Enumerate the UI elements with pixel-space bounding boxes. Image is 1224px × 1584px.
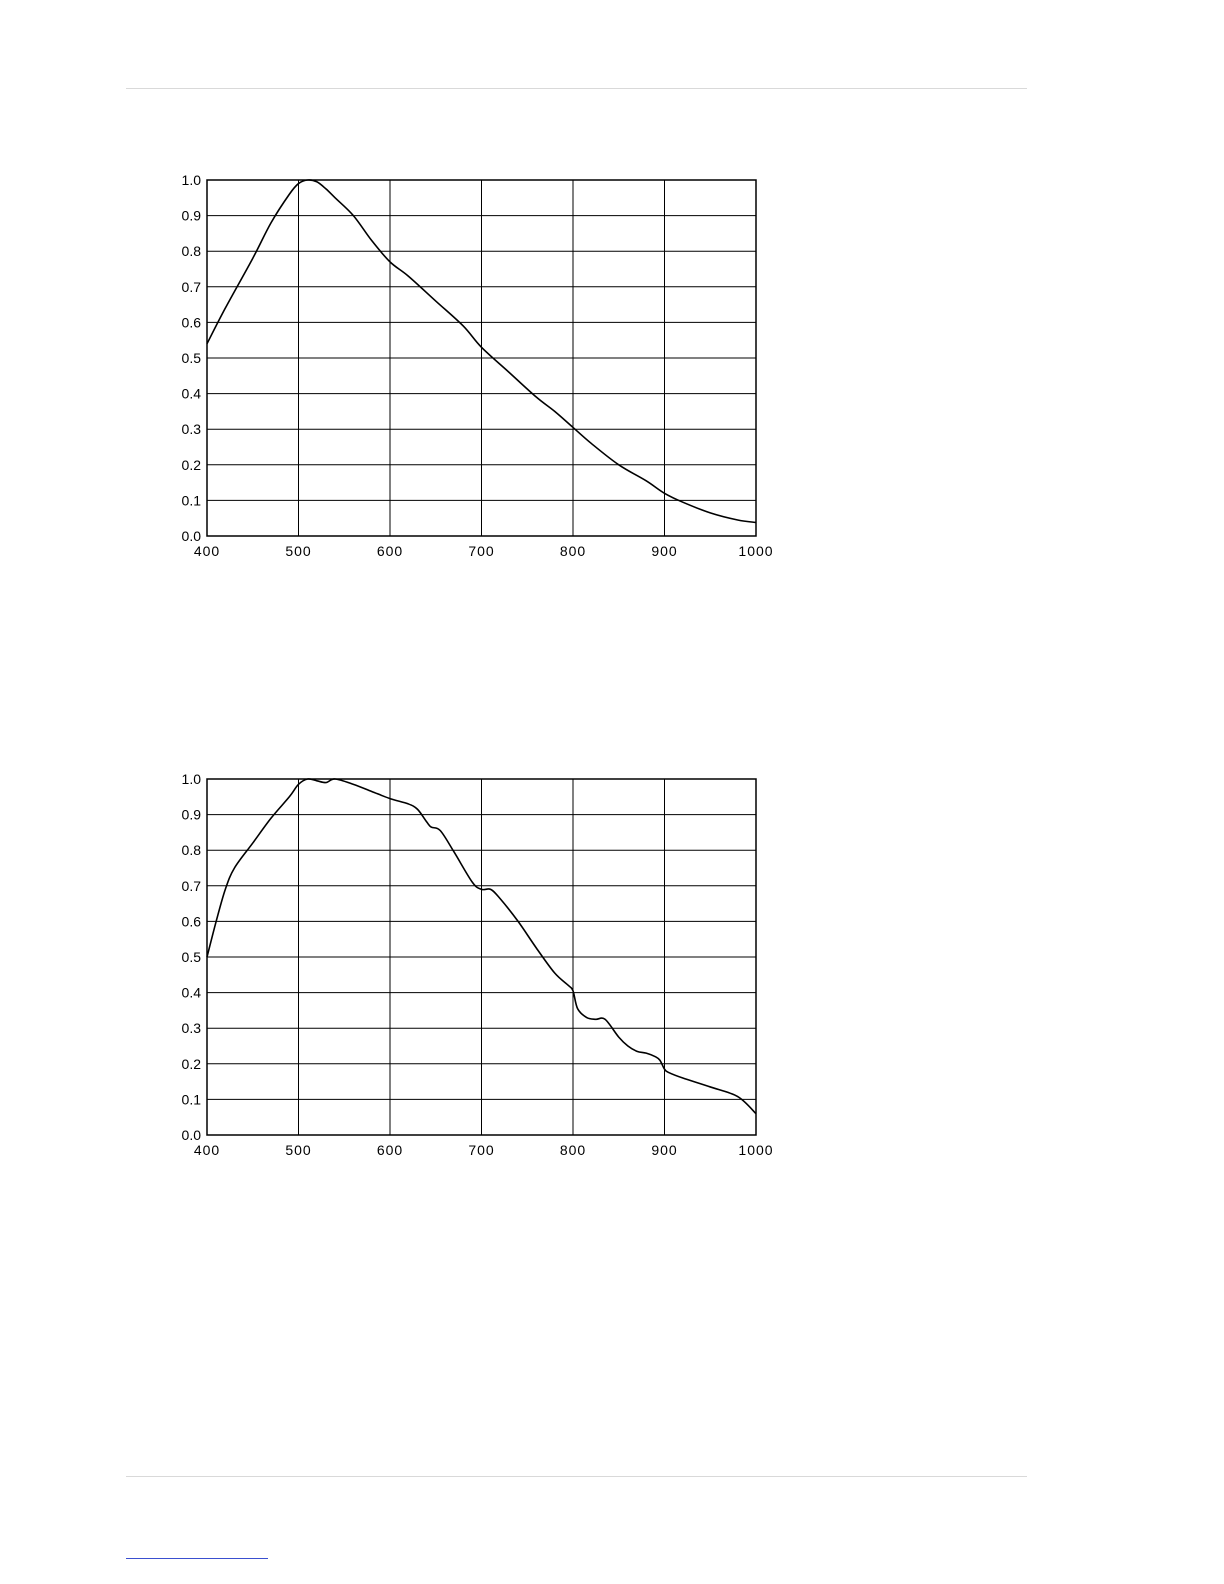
x-tick-label: 700 <box>468 543 494 559</box>
plot-frame <box>206 179 757 537</box>
y-tick-label: 0.6 <box>182 314 202 330</box>
y-tick-label: 0.2 <box>182 457 202 473</box>
y-tick-label: 0.6 <box>182 913 202 929</box>
header-rule <box>126 88 1027 89</box>
x-tick-label: 800 <box>560 1142 586 1158</box>
chart-1: 400 500 600 700 800 900 1000 0.0 0.1 0.2 0.3 0.4 0.5… <box>182 172 773 559</box>
y-tick-label: 0.7 <box>182 878 202 894</box>
y-tick-label: 0.5 <box>182 350 202 366</box>
x-tick-label: 700 <box>468 1142 494 1158</box>
y-tick-label: 1.0 <box>182 771 202 787</box>
x-tick-label: 1000 <box>738 1142 773 1158</box>
x-tick-label: 500 <box>285 543 311 559</box>
y-tick-label: 0.1 <box>182 492 202 508</box>
x-tick-label: 900 <box>651 1142 677 1158</box>
y-tick-label: 0.3 <box>182 1020 202 1036</box>
x-tick-label: 600 <box>377 543 403 559</box>
y-tick-label: 1.0 <box>182 172 202 188</box>
x-tick-label: 800 <box>560 543 586 559</box>
series-line <box>206 778 757 1115</box>
y-tick-label: 0.0 <box>182 1127 202 1143</box>
y-tick-label: 0.5 <box>182 949 202 965</box>
x-tick-label: 600 <box>377 1142 403 1158</box>
y-tick-label: 0.2 <box>182 1056 202 1072</box>
y-tick-label: 0.9 <box>182 208 202 224</box>
y-tick-label: 0.3 <box>182 421 202 437</box>
chart-2: 400 500 600 700 800 900 1000 0.0 0.1 0.2 0.3 0.4 0.5… <box>182 771 773 1158</box>
footer-link-underline <box>126 1558 268 1559</box>
footer-rule <box>126 1476 1027 1477</box>
y-tick-label: 0.4 <box>182 386 202 402</box>
y-tick-label: 0.0 <box>182 528 202 544</box>
x-tick-label: 400 <box>194 543 220 559</box>
series-line <box>206 179 757 524</box>
y-tick-label: 0.4 <box>182 985 202 1001</box>
x-tick-label: 1000 <box>738 543 773 559</box>
x-tick-label: 900 <box>651 543 677 559</box>
x-tick-label: 500 <box>285 1142 311 1158</box>
y-tick-label: 0.7 <box>182 279 202 295</box>
x-tick-label: 400 <box>194 1142 220 1158</box>
y-tick-label: 0.9 <box>182 807 202 823</box>
y-tick-label: 0.1 <box>182 1091 202 1107</box>
y-tick-label: 0.8 <box>182 243 202 259</box>
y-tick-label: 0.8 <box>182 842 202 858</box>
